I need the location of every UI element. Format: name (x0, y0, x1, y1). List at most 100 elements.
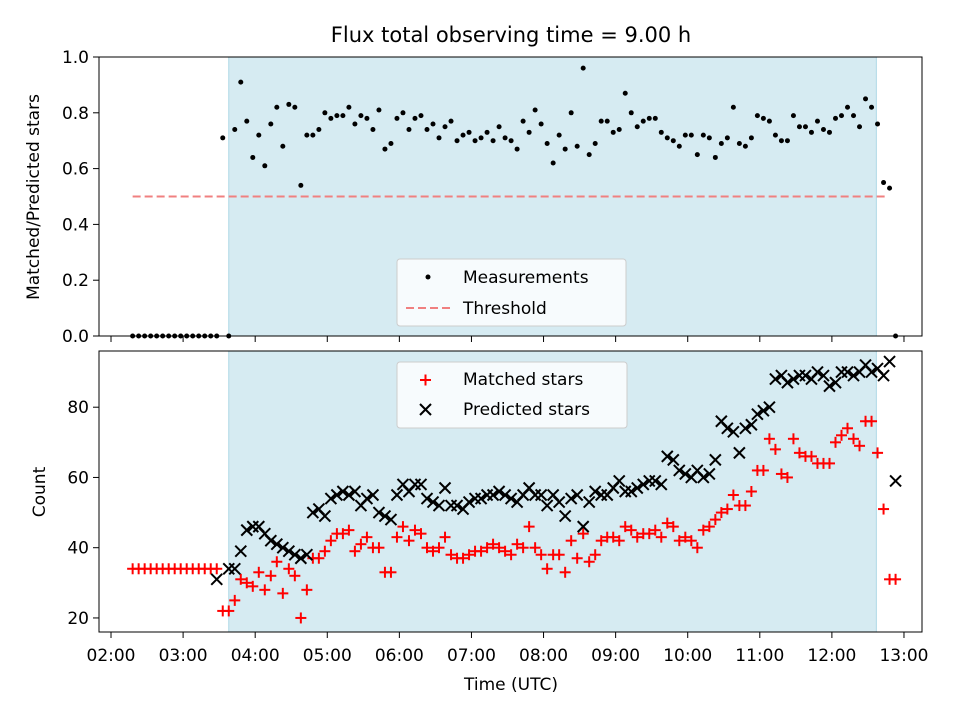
predicted-star-point (787, 372, 800, 386)
predicted-star-point (637, 478, 650, 491)
top-panel: 0.0 0.2 0.4 0.6 0.8 1.0 Matched/Predicted sta… (24, 48, 923, 347)
matched-star-point (685, 535, 697, 547)
measurement-point (334, 113, 340, 119)
predicted-star-point (709, 453, 722, 467)
measurement-point (622, 90, 628, 96)
predicted-star-point (865, 365, 878, 379)
predicted-star-point (721, 422, 734, 435)
predicted-star-point (661, 450, 674, 463)
measurement-point (412, 115, 418, 121)
top-y-axis-label: Matched/Predicted stars (24, 94, 44, 300)
bottom-y-axis-label: Count (30, 466, 50, 517)
matched-star-point (535, 549, 547, 561)
measurement-point (875, 121, 881, 127)
matched-star-point (697, 524, 709, 536)
matched-star-point (361, 531, 373, 543)
top-measurement-points (130, 65, 899, 339)
matched-star-point (613, 535, 625, 547)
measurement-point (556, 132, 562, 138)
y-tick-label: 80 (67, 398, 89, 418)
measurement-point (766, 118, 772, 124)
measurement-point (628, 110, 634, 116)
measurement-point (424, 127, 430, 133)
measurement-point (238, 79, 244, 85)
measurement-point (304, 132, 310, 138)
matched-star-point (541, 563, 553, 575)
predicted-star-point (829, 376, 842, 389)
predicted-star-point (613, 474, 626, 488)
x-axis-label: Time (UTC) (463, 675, 558, 695)
measurement-point (592, 140, 598, 146)
matched-star-point (301, 584, 313, 596)
measurement-point (724, 135, 730, 141)
predicted-star-point (210, 573, 223, 586)
matched-star-point (403, 535, 415, 547)
matched-star-point (793, 447, 805, 459)
predicted-star-point (492, 485, 506, 498)
measurement-point (718, 140, 724, 146)
matched-star-point (589, 549, 601, 561)
matched-star-point (691, 542, 703, 554)
matched-star-point (565, 535, 577, 547)
predicted-star-point (438, 481, 452, 495)
measurement-point (869, 104, 875, 110)
x-tick-label: 08:00 (519, 646, 568, 666)
legend-measurements-marker (425, 274, 431, 280)
predicted-star-point (823, 379, 836, 393)
matched-star-point (475, 545, 487, 557)
top-legend-box (396, 258, 627, 327)
matched-star-point (631, 531, 643, 543)
matched-star-point (848, 433, 860, 445)
matched-star-point (493, 542, 505, 554)
predicted-star-point (432, 499, 446, 512)
measurement-point (364, 115, 370, 121)
measurement-point (262, 163, 268, 169)
measurement-point (532, 107, 538, 113)
measurement-point (562, 146, 568, 152)
predicted-star-point (679, 467, 692, 481)
measurement-point (466, 129, 472, 135)
matched-star-point (607, 531, 619, 543)
matched-star-point (277, 587, 289, 599)
measurement-point (851, 113, 857, 119)
predicted-star-point (733, 446, 746, 460)
measurement-point (298, 182, 304, 188)
matched-star-point (745, 486, 757, 497)
x-tick-label: 04:00 (231, 646, 280, 666)
matched-star-point (709, 514, 721, 526)
predicted-star-point (763, 400, 776, 414)
measurement-point (700, 132, 706, 138)
predicted-star-point (234, 545, 247, 558)
matched-star-point (625, 524, 637, 536)
matched-stars-points (127, 415, 902, 624)
predicted-star-point (270, 537, 284, 551)
matched-star-point (313, 552, 325, 564)
measurement-point (586, 152, 592, 158)
measurement-point (670, 138, 676, 144)
matched-star-point (481, 542, 493, 554)
predicted-star-point (348, 485, 362, 498)
predicted-star-point (240, 523, 253, 537)
measurement-point (784, 138, 790, 144)
measurement-point (658, 129, 664, 135)
measurement-point (676, 143, 682, 149)
matched-star-point (505, 549, 517, 561)
predicted-star-point (378, 509, 392, 523)
matched-star-point (878, 503, 890, 515)
predicted-star-point (366, 488, 380, 502)
measurement-point (881, 180, 887, 186)
measurement-point (280, 143, 286, 149)
top-x-ticks (110, 336, 905, 342)
matched-star-point (781, 471, 793, 483)
predicted-star-point (384, 513, 398, 526)
measurement-point (832, 115, 838, 121)
matched-star-point (235, 573, 247, 585)
predicted-star-point (414, 478, 428, 491)
measurement-point (820, 127, 826, 133)
predicted-star-point (276, 541, 290, 554)
measurement-point (250, 154, 256, 160)
legend-predicted-label: Predicted stars (463, 400, 590, 420)
measurement-point (292, 104, 298, 110)
measurement-point (790, 113, 796, 119)
measurement-point (436, 135, 442, 141)
